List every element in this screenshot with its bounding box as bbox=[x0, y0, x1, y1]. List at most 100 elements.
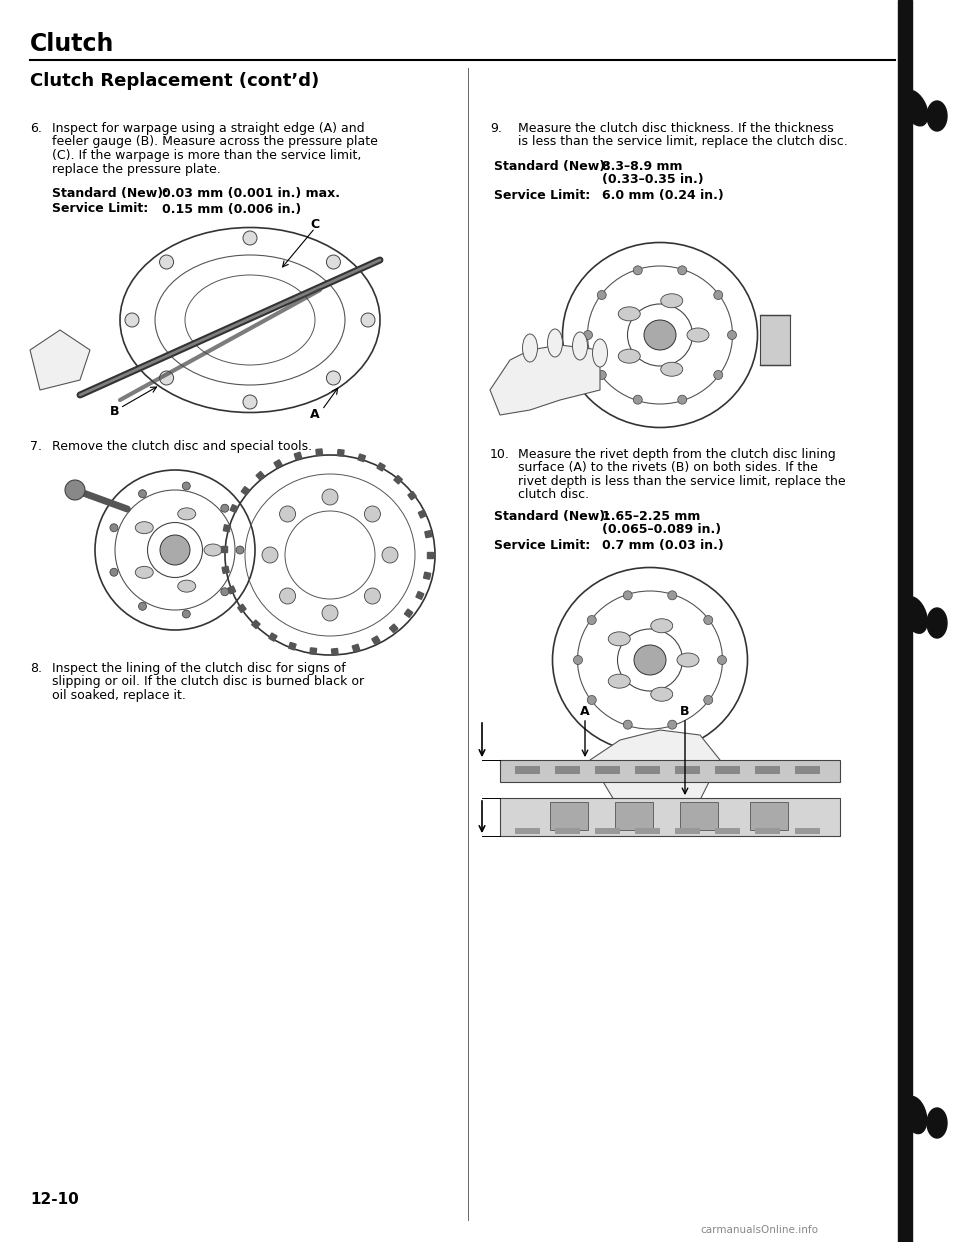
Ellipse shape bbox=[687, 328, 709, 342]
Bar bbox=[555, 766, 580, 774]
Bar bbox=[377, 463, 385, 471]
Bar bbox=[238, 604, 246, 612]
Ellipse shape bbox=[522, 334, 538, 361]
Circle shape bbox=[326, 255, 341, 270]
Ellipse shape bbox=[651, 619, 673, 632]
Bar bbox=[500, 799, 840, 836]
Bar bbox=[898, 0, 912, 1242]
Text: (C). If the warpage is more than the service limit,: (C). If the warpage is more than the ser… bbox=[52, 149, 361, 161]
Bar bbox=[555, 828, 580, 833]
Bar bbox=[635, 828, 660, 833]
Bar bbox=[289, 642, 296, 650]
Bar bbox=[760, 315, 790, 365]
Text: surface (A) to the rivets (B) on both sides. If the: surface (A) to the rivets (B) on both si… bbox=[518, 462, 818, 474]
Bar bbox=[221, 546, 227, 551]
Text: 8.: 8. bbox=[30, 662, 42, 674]
Bar bbox=[394, 476, 402, 484]
Ellipse shape bbox=[135, 522, 154, 534]
Bar bbox=[228, 586, 235, 594]
Circle shape bbox=[279, 505, 296, 522]
Ellipse shape bbox=[178, 580, 196, 592]
Circle shape bbox=[243, 231, 257, 245]
Bar bbox=[224, 524, 230, 532]
FancyArrowPatch shape bbox=[78, 491, 128, 509]
Bar bbox=[595, 766, 620, 774]
Text: feeler gauge (B). Measure across the pressure plate: feeler gauge (B). Measure across the pre… bbox=[52, 135, 378, 149]
Bar bbox=[615, 802, 653, 830]
Circle shape bbox=[634, 266, 642, 274]
Ellipse shape bbox=[160, 535, 190, 565]
Circle shape bbox=[717, 656, 727, 664]
Bar bbox=[416, 591, 423, 600]
Text: 0.03 mm (0.001 in.) max.: 0.03 mm (0.001 in.) max. bbox=[162, 188, 340, 200]
Text: 7.: 7. bbox=[30, 440, 42, 453]
Bar bbox=[269, 633, 277, 641]
Circle shape bbox=[138, 489, 147, 498]
Circle shape bbox=[588, 696, 596, 704]
Bar bbox=[404, 609, 413, 617]
Ellipse shape bbox=[677, 653, 699, 667]
Text: clutch disc.: clutch disc. bbox=[518, 488, 589, 502]
Bar bbox=[675, 828, 700, 833]
Ellipse shape bbox=[178, 508, 196, 520]
Text: 6.: 6. bbox=[30, 122, 42, 135]
Text: replace the pressure plate.: replace the pressure plate. bbox=[52, 163, 221, 175]
Bar bbox=[408, 492, 417, 499]
Circle shape bbox=[668, 591, 677, 600]
Text: A: A bbox=[310, 409, 320, 421]
Bar bbox=[635, 766, 660, 774]
Circle shape bbox=[182, 610, 190, 619]
Text: slipping or oil. If the clutch disc is burned black or: slipping or oil. If the clutch disc is b… bbox=[52, 676, 364, 688]
Circle shape bbox=[728, 330, 736, 339]
Ellipse shape bbox=[927, 1108, 947, 1138]
Text: Service Limit:: Service Limit: bbox=[52, 202, 148, 216]
Text: 12-10: 12-10 bbox=[30, 1192, 79, 1207]
Polygon shape bbox=[490, 345, 600, 415]
Text: Standard (New):: Standard (New): bbox=[494, 160, 611, 173]
Bar bbox=[423, 573, 431, 579]
Bar bbox=[222, 566, 229, 574]
Bar bbox=[316, 448, 323, 456]
Text: carmanualsOnline.info: carmanualsOnline.info bbox=[700, 1225, 818, 1235]
Bar bbox=[274, 460, 282, 468]
Text: Measure the rivet depth from the clutch disc lining: Measure the rivet depth from the clutch … bbox=[518, 448, 836, 461]
Bar bbox=[338, 450, 344, 456]
Circle shape bbox=[243, 395, 257, 409]
Text: Measure the clutch disc thickness. If the thickness: Measure the clutch disc thickness. If th… bbox=[518, 122, 833, 135]
Circle shape bbox=[678, 395, 686, 404]
Polygon shape bbox=[30, 330, 90, 390]
Ellipse shape bbox=[651, 687, 673, 702]
Circle shape bbox=[704, 696, 712, 704]
Ellipse shape bbox=[135, 566, 154, 579]
Text: Service Limit:: Service Limit: bbox=[494, 539, 590, 551]
Bar bbox=[795, 766, 820, 774]
Ellipse shape bbox=[634, 645, 666, 674]
Text: Inspect for warpage using a straight edge (A) and: Inspect for warpage using a straight edg… bbox=[52, 122, 365, 135]
Circle shape bbox=[326, 371, 341, 385]
Text: Remove the clutch disc and special tools.: Remove the clutch disc and special tools… bbox=[52, 440, 312, 453]
Polygon shape bbox=[590, 730, 720, 815]
Circle shape bbox=[365, 587, 380, 604]
Bar bbox=[715, 766, 740, 774]
Bar bbox=[755, 828, 780, 833]
Circle shape bbox=[365, 505, 380, 522]
Text: Standard (New):: Standard (New): bbox=[52, 188, 168, 200]
Bar bbox=[372, 636, 380, 645]
Text: Service Limit:: Service Limit: bbox=[494, 189, 590, 202]
Text: rivet depth is less than the service limit, replace the: rivet depth is less than the service lim… bbox=[518, 474, 846, 488]
Circle shape bbox=[279, 587, 296, 604]
Circle shape bbox=[678, 266, 686, 274]
Bar bbox=[755, 766, 780, 774]
Circle shape bbox=[236, 546, 244, 554]
Bar bbox=[515, 766, 540, 774]
Circle shape bbox=[322, 489, 338, 505]
Bar bbox=[675, 766, 700, 774]
Text: A: A bbox=[580, 705, 589, 718]
Bar bbox=[419, 510, 426, 518]
Bar bbox=[680, 802, 718, 830]
Text: 6.0 mm (0.24 in.): 6.0 mm (0.24 in.) bbox=[602, 189, 724, 202]
Bar bbox=[252, 620, 260, 628]
Bar bbox=[515, 828, 540, 833]
Bar bbox=[295, 452, 301, 460]
Ellipse shape bbox=[609, 674, 631, 688]
